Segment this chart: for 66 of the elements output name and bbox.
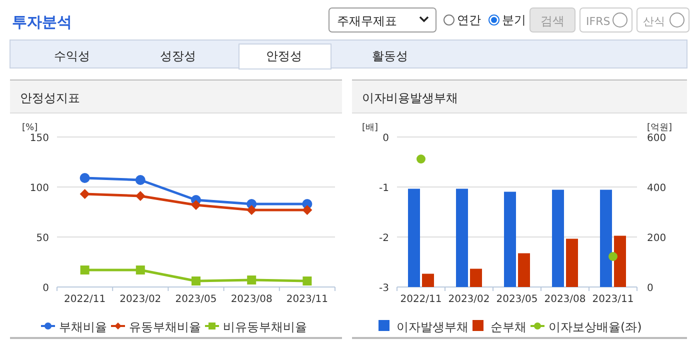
text: 검색 <box>540 14 564 28</box>
bar <box>614 236 626 287</box>
x-tick-label: 2023/02 <box>120 294 162 305</box>
x-tick-label: 2023/05 <box>175 294 217 305</box>
chart-title: 안정성지표 <box>20 91 80 105</box>
text: 성장성 <box>160 49 196 63</box>
bar <box>504 192 516 287</box>
y-tick-label: 100 <box>30 183 49 194</box>
y-axis-title: [배] <box>362 123 378 133</box>
point <box>80 189 90 199</box>
point <box>192 276 200 286</box>
x-tick-label: 2023/05 <box>496 294 538 305</box>
y2-tick-label: 0 <box>647 283 654 294</box>
x-tick-label: 2022/11 <box>64 294 106 305</box>
point <box>191 200 201 210</box>
legend-label: 비유동부채비율 <box>223 320 307 334</box>
y-tick-label: 50 <box>36 233 49 244</box>
text: 투자분석 <box>12 13 72 31</box>
bar <box>600 190 612 287</box>
bar <box>456 188 468 287</box>
point <box>135 191 146 201</box>
y-axis-title: [%] <box>22 123 38 133</box>
x-tick-label: 2023/08 <box>544 294 586 305</box>
x-tick-label: 2023/02 <box>448 294 490 305</box>
point <box>246 205 257 215</box>
x-tick-label: 2023/11 <box>286 294 328 305</box>
text: 분기 <box>502 13 526 27</box>
point <box>80 173 90 183</box>
legend-label: 이자발생부채 <box>396 320 468 334</box>
legend-label: 유동부채비율 <box>129 320 201 334</box>
text: 주재무제표 <box>337 14 397 28</box>
point <box>80 266 90 274</box>
y2-tick-label: 600 <box>647 133 666 144</box>
y-tick-label: -1 <box>379 183 389 194</box>
text: 안정성 <box>266 49 302 63</box>
point <box>302 205 312 215</box>
chart-title: 이자비용발생부채 <box>362 91 458 105</box>
y2-tick-label: 400 <box>647 183 666 194</box>
text: 산식 <box>643 15 665 28</box>
y2-axis-title: [억원] <box>647 123 672 133</box>
x-tick-label: 2022/11 <box>400 294 442 305</box>
point <box>302 276 312 286</box>
y-tick-label: -2 <box>379 233 389 244</box>
x-tick-label: 2023/11 <box>592 294 634 305</box>
bar <box>408 188 420 287</box>
point <box>247 276 256 284</box>
point <box>135 175 146 185</box>
y-tick-label: -3 <box>379 283 389 294</box>
y-tick-label: 0 <box>42 283 49 294</box>
legend-label: 부채비율 <box>59 320 107 334</box>
text: 수익성 <box>54 49 90 63</box>
text: 연간 <box>457 13 481 27</box>
point <box>136 266 145 274</box>
y2-tick-label: 200 <box>647 233 666 244</box>
bar <box>422 274 434 287</box>
y-tick-label: 150 <box>30 133 49 144</box>
bar <box>470 268 482 287</box>
bar <box>518 253 530 287</box>
legend-label: 순부채 <box>490 320 526 334</box>
bar <box>566 238 578 287</box>
bar <box>552 190 564 287</box>
legend-label: 이자보상배율(좌) <box>548 320 642 334</box>
y-tick-label: 0 <box>382 133 389 144</box>
text: IFRS <box>586 15 610 28</box>
text: 활동성 <box>372 49 408 63</box>
x-tick-label: 2023/08 <box>230 294 272 305</box>
